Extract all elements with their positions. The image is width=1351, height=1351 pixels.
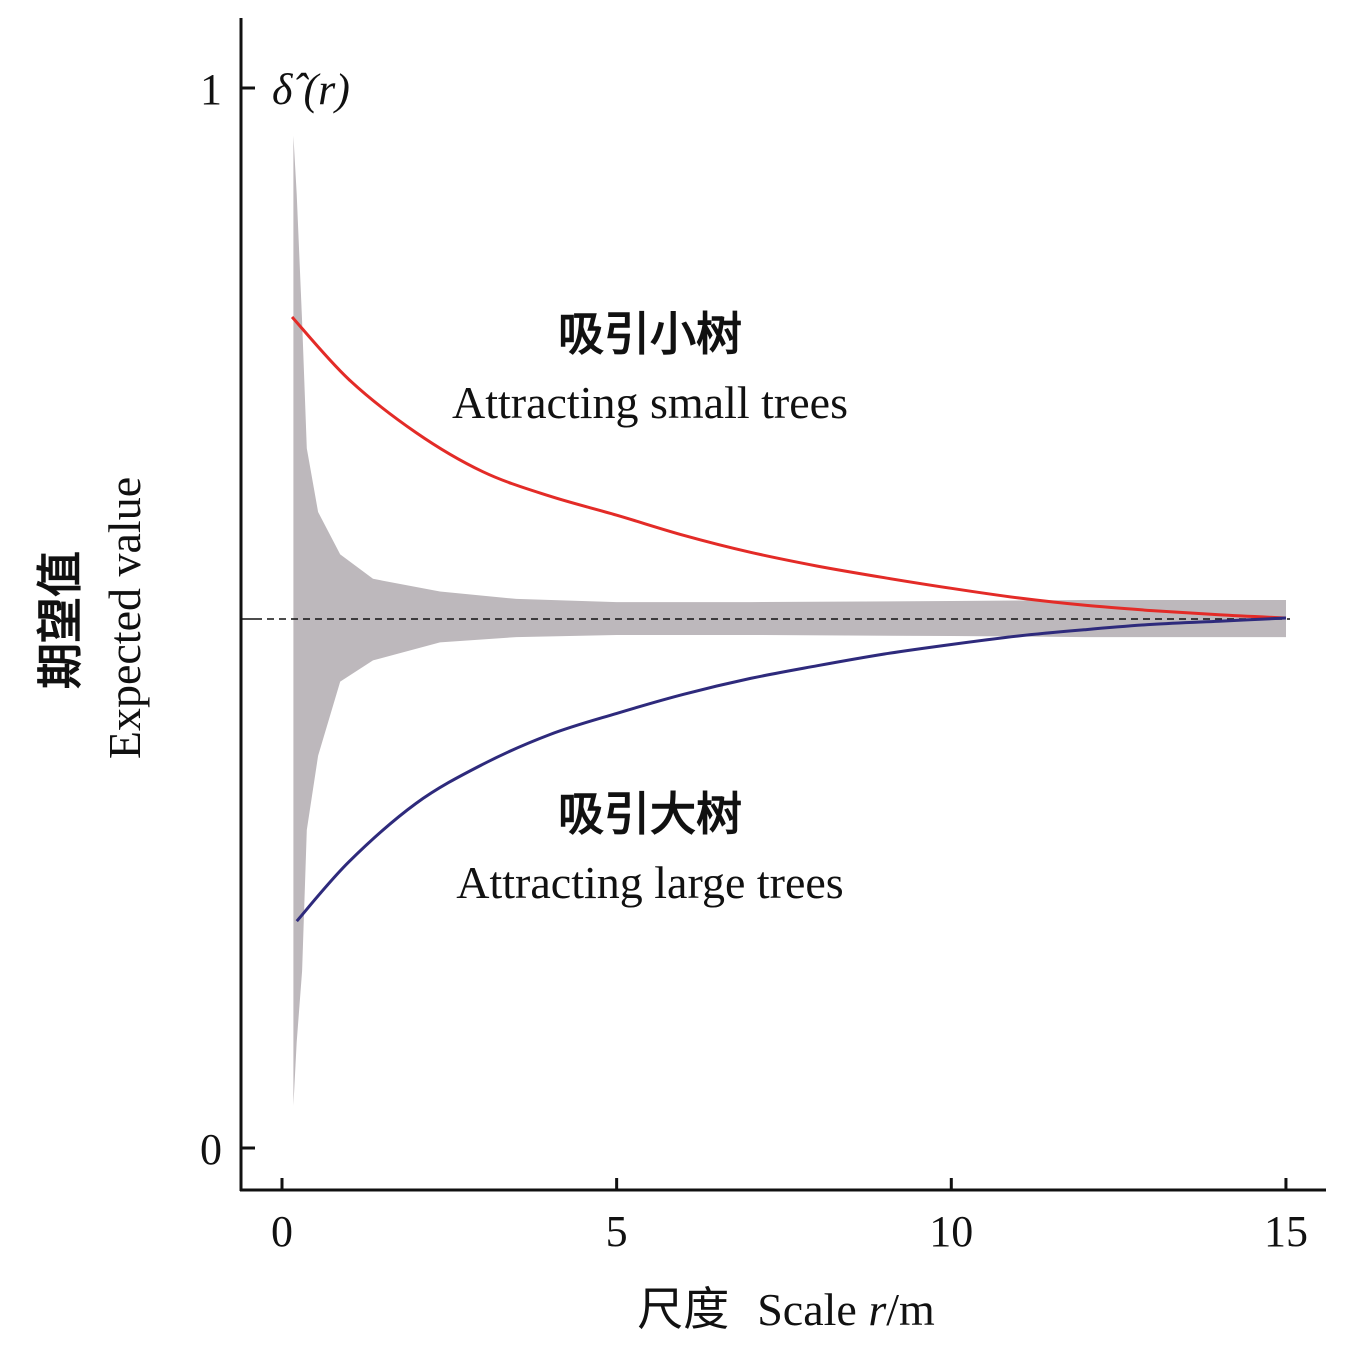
annotation-small-cn: 吸引小树 bbox=[558, 307, 742, 361]
series-line-small-trees bbox=[290, 315, 1287, 620]
y-symbol: δ̂ (r) bbox=[272, 65, 350, 114]
series-line-large-trees bbox=[295, 616, 1287, 923]
envelope-area bbox=[293, 135, 1286, 1106]
y-tick-label: 1 bbox=[200, 65, 222, 114]
y-tick-label: 0 bbox=[200, 1125, 222, 1174]
x-tick-label: 5 bbox=[606, 1207, 628, 1256]
x-label-unit: /m bbox=[886, 1284, 935, 1335]
annotation-large-en: Attracting large trees bbox=[456, 857, 843, 908]
y-axis-label-cn: 期望值 bbox=[33, 551, 87, 689]
x-label-en: Scale bbox=[757, 1284, 868, 1335]
annotation-small-en: Attracting small trees bbox=[452, 377, 848, 428]
x-tick-label: 0 bbox=[271, 1207, 293, 1256]
x-axis-label: 尺度 Scale r/m bbox=[637, 1282, 935, 1336]
x-tick-label: 15 bbox=[1264, 1207, 1308, 1256]
annotation-large-cn: 吸引大树 bbox=[558, 787, 742, 841]
x-label-cn: 尺度 bbox=[637, 1282, 729, 1336]
x-label-var: r bbox=[868, 1284, 887, 1335]
x-tick-label: 10 bbox=[929, 1207, 973, 1256]
y-axis-label-en: Expected value bbox=[99, 477, 150, 759]
